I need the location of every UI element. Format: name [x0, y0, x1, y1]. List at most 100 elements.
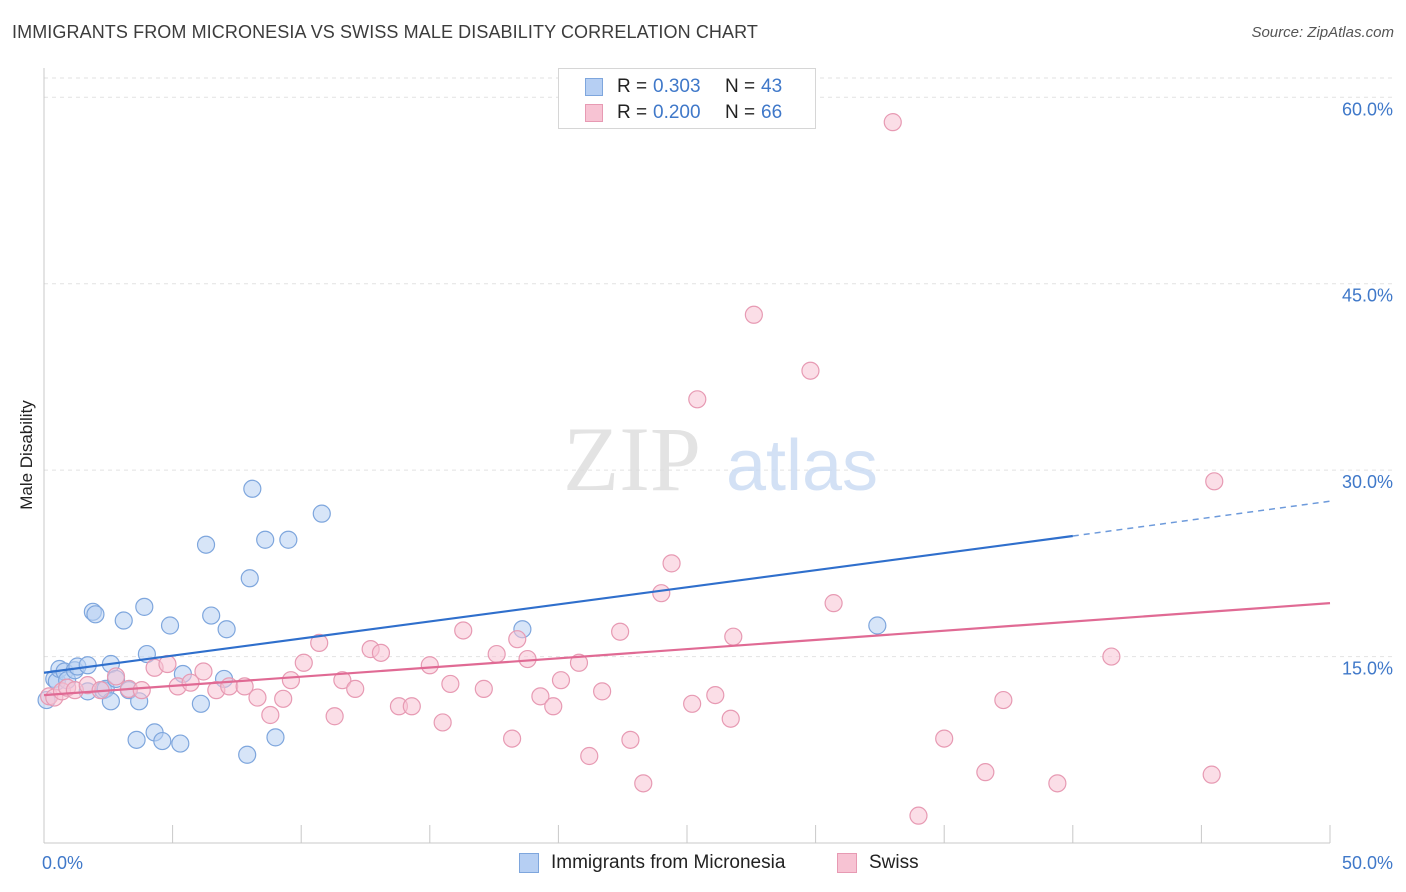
point-swiss: [744, 305, 763, 324]
point-micronesia: [196, 535, 216, 554]
point-swiss: [325, 707, 344, 726]
legend-swatch-swiss: [585, 104, 603, 122]
point-swiss: [194, 662, 213, 681]
point-micronesia: [217, 620, 236, 639]
point-swiss: [274, 689, 293, 708]
point-swiss: [346, 679, 365, 698]
point-swiss: [1102, 647, 1121, 666]
point-swiss: [593, 682, 612, 701]
trend-line-micronesia: [43, 534, 1073, 674]
watermark: ZIP atlas: [563, 408, 878, 510]
point-micronesia: [266, 728, 285, 747]
point-swiss: [333, 671, 352, 690]
point-swiss: [935, 729, 954, 748]
x-tick-label-start: 0.0%: [42, 853, 83, 873]
point-swiss: [181, 673, 200, 692]
point-micronesia: [312, 504, 331, 523]
y-tick-label: 45.0%: [1342, 286, 1393, 306]
point-swiss: [801, 361, 820, 380]
point-swiss: [1048, 774, 1067, 793]
point-micronesia: [101, 692, 120, 711]
point-swiss: [1202, 765, 1221, 784]
series-legend-micronesia[interactable]: Immigrants from Micronesia: [519, 852, 785, 874]
point-swiss: [652, 584, 671, 603]
point-swiss: [706, 685, 725, 705]
point-swiss: [371, 643, 391, 662]
series-swatch-swiss: [837, 853, 857, 873]
trend-line-swiss: [43, 602, 1331, 697]
point-micronesia: [135, 597, 154, 616]
legend-r-value: 0.200: [653, 102, 701, 123]
point-micronesia: [171, 734, 190, 753]
legend-row-micronesia: R = 0.303 N = 43: [585, 75, 782, 99]
point-swiss: [976, 763, 995, 782]
y-axis-label: Male Disability: [17, 400, 36, 510]
point-swiss: [611, 622, 630, 641]
point-swiss: [281, 671, 301, 690]
point-micronesia: [279, 530, 298, 549]
legend-n-value: 43: [761, 76, 783, 97]
x-tick-label-end: 50.0%: [1342, 853, 1393, 873]
point-swiss: [402, 697, 421, 716]
point-swiss: [634, 774, 653, 793]
series-legend: Immigrants from Micronesia Swiss: [0, 852, 1406, 876]
point-swiss: [441, 674, 460, 694]
tick-labels: 15.0% 30.0% 45.0% 60.0% 0.0% 50.0%: [42, 99, 1393, 873]
point-micronesia: [160, 616, 180, 635]
point-micronesia: [153, 731, 172, 751]
point-swiss: [261, 705, 280, 725]
point-swiss: [883, 113, 902, 132]
point-swiss: [721, 709, 740, 728]
point-micronesia: [238, 745, 257, 764]
point-micronesia: [202, 606, 221, 625]
trend-lines: [43, 500, 1331, 697]
trend-line-micronesia-extension: [1072, 500, 1331, 537]
series-legend-swiss[interactable]: Swiss: [837, 852, 919, 874]
point-swiss: [433, 713, 452, 732]
grid-lines: [44, 77, 1392, 658]
point-swiss: [310, 633, 329, 653]
series-legend-label: Immigrants from Micronesia: [551, 852, 786, 873]
point-swiss: [420, 656, 439, 675]
legend-r-value: 0.303: [653, 76, 701, 97]
y-tick-label: 30.0%: [1342, 472, 1393, 492]
point-swiss: [544, 697, 563, 716]
point-micronesia: [86, 605, 105, 624]
point-swiss: [508, 630, 527, 649]
point-swiss: [294, 653, 313, 672]
legend-r-label: R =: [617, 102, 648, 123]
point-micronesia: [127, 730, 146, 749]
point-swiss: [909, 806, 928, 825]
legend-row-swiss: R = 0.200 N = 66: [585, 101, 782, 125]
point-swiss: [132, 681, 151, 700]
series-swatch-micronesia: [519, 853, 539, 873]
correlation-legend: R = 0.303 N = 43 R = 0.200 N = 66: [558, 68, 816, 129]
legend-n-value: 66: [761, 102, 783, 123]
point-micronesia: [114, 611, 133, 630]
point-swiss: [824, 594, 843, 613]
legend-swatch-micronesia: [585, 78, 603, 96]
point-swiss: [248, 688, 267, 707]
legend-n-label: N =: [725, 76, 756, 97]
chart-title: IMMIGRANTS FROM MICRONESIA VS SWISS MALE…: [12, 22, 759, 42]
point-swiss: [569, 653, 589, 672]
point-micronesia: [868, 616, 887, 635]
y-tick-label: 60.0%: [1342, 99, 1393, 119]
point-micronesia: [240, 569, 259, 588]
axes: [43, 68, 1331, 844]
point-swiss: [683, 694, 702, 713]
point-micronesia: [256, 530, 275, 549]
series-legend-label: Swiss: [869, 852, 919, 873]
source-label: Source: ZipAtlas.com: [1251, 24, 1394, 41]
point-swiss: [551, 671, 571, 690]
point-swiss: [503, 729, 522, 748]
point-swiss: [106, 667, 126, 686]
point-swiss: [724, 627, 743, 646]
point-swiss: [688, 390, 707, 409]
point-swiss: [662, 554, 681, 573]
watermark-zip: ZIP: [563, 408, 701, 510]
legend-n-label: N =: [725, 102, 756, 123]
legend-r-label: R =: [617, 76, 648, 97]
point-swiss: [454, 621, 473, 640]
